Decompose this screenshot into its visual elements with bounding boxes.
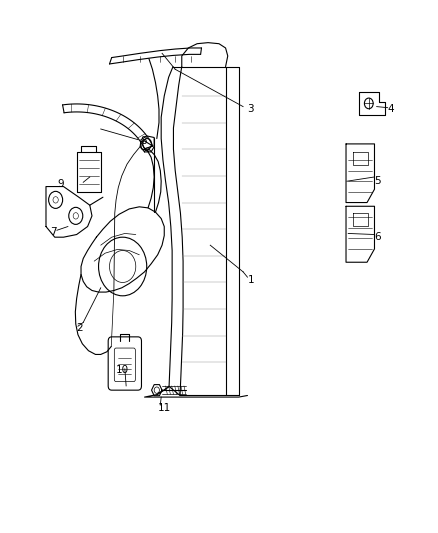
Text: 9: 9 xyxy=(57,179,64,189)
Text: 10: 10 xyxy=(116,366,129,375)
Text: 4: 4 xyxy=(388,104,394,114)
Text: 7: 7 xyxy=(50,227,57,237)
Text: 1: 1 xyxy=(247,275,254,285)
Text: 11: 11 xyxy=(158,403,171,413)
Text: 3: 3 xyxy=(247,104,254,114)
Text: 5: 5 xyxy=(374,176,381,186)
Text: 8: 8 xyxy=(140,136,147,146)
Text: 6: 6 xyxy=(374,232,381,242)
Text: 2: 2 xyxy=(77,323,83,333)
